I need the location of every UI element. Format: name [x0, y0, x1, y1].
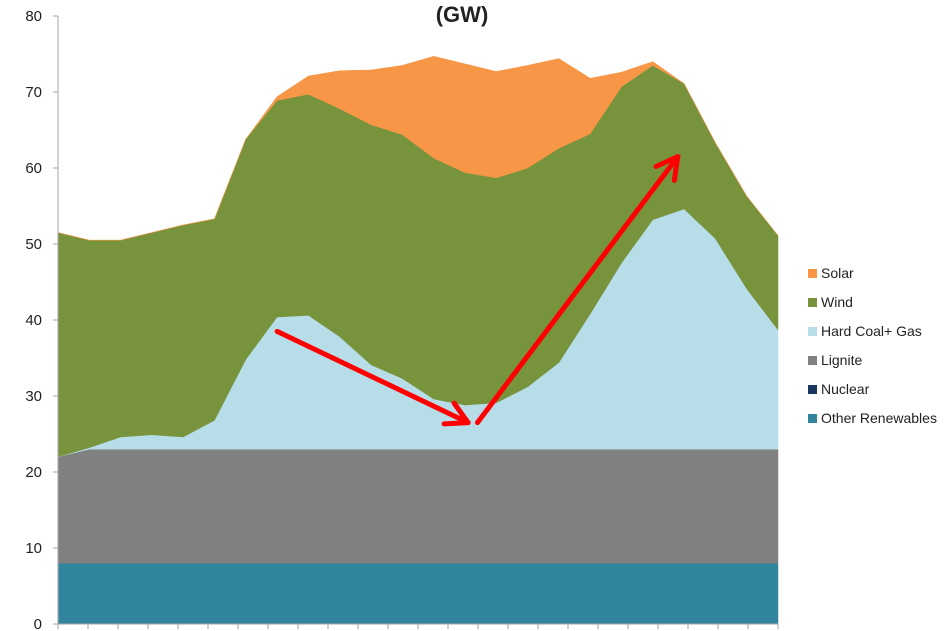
legend-swatch	[808, 269, 817, 278]
legend-item-other-renewables: Other Renewables	[808, 410, 937, 426]
legend-label: Lignite	[821, 352, 862, 368]
y-tick-label: 80	[25, 8, 42, 25]
legend-swatch	[808, 298, 817, 307]
y-tick-label: 50	[25, 236, 42, 253]
y-tick-label: 20	[25, 464, 42, 481]
legend-label: Solar	[821, 265, 854, 281]
legend-swatch	[808, 327, 817, 336]
y-tick-label: 60	[25, 160, 42, 177]
y-tick-label: 70	[25, 84, 42, 101]
y-tick-label: 10	[25, 540, 42, 557]
legend-label: Nuclear	[821, 381, 870, 397]
legend-item-lignite: Lignite	[808, 352, 862, 368]
y-tick-label: 30	[25, 388, 42, 405]
legend-swatch	[808, 414, 817, 423]
legend-swatch	[808, 385, 817, 394]
legend-item-nuclear: Nuclear	[808, 381, 870, 397]
area-lignite	[58, 449, 778, 563]
legend-item-solar: Solar	[808, 265, 854, 281]
y-tick-label: 0	[34, 616, 42, 631]
chart-title: (GW)	[436, 2, 489, 27]
legend-swatch	[808, 356, 817, 365]
legend-label: Wind	[821, 294, 853, 310]
area-layers	[58, 56, 778, 624]
area-other-renewables	[58, 563, 778, 624]
legend-label: Other Renewables	[821, 410, 937, 426]
legend: Solar Wind Hard Coal+ Gas Lignite Nuclear Oth…	[808, 265, 937, 426]
y-tick-label: 40	[25, 312, 42, 329]
legend-label: Hard Coal+ Gas	[821, 323, 922, 339]
legend-item-wind: Wind	[808, 294, 853, 310]
legend-item-hard-coal-gas: Hard Coal+ Gas	[808, 323, 922, 339]
